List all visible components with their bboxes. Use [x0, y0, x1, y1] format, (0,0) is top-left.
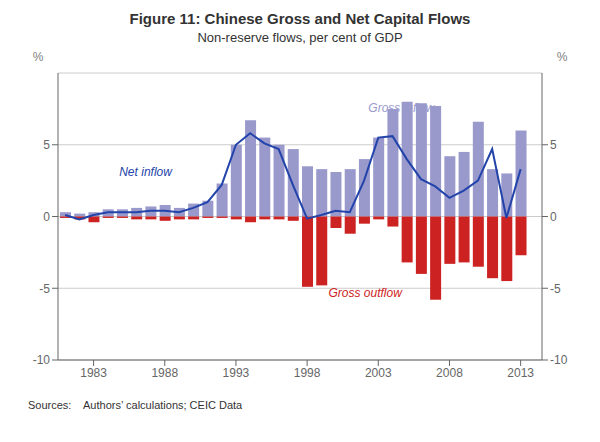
- svg-text:1983: 1983: [80, 366, 107, 380]
- svg-text:0: 0: [550, 210, 557, 224]
- html-text:Non-reserve flows, per cent of: Non-reserve flows, per cent of GDP: [197, 30, 403, 45]
- svg-text:Gross inflow: Gross inflow: [368, 101, 435, 115]
- html-text:Figure 11: Chinese Gross and N: Figure 11: Chinese Gross and Net Capital…: [129, 10, 471, 27]
- svg-text:Gross outflow: Gross outflow: [328, 286, 403, 300]
- svg-text:2003: 2003: [365, 366, 392, 380]
- svg-text:%: %: [33, 50, 44, 64]
- svg-text:0: 0: [43, 210, 50, 224]
- svg-text:1993: 1993: [223, 366, 250, 380]
- svg-text:-10: -10: [33, 353, 51, 367]
- svg-text:5: 5: [43, 138, 50, 152]
- svg-text:2008: 2008: [436, 366, 463, 380]
- svg-text:1998: 1998: [294, 366, 321, 380]
- svg-text:1988: 1988: [151, 366, 178, 380]
- svg-text:Net inflow: Net inflow: [119, 165, 173, 179]
- svg-text:-5: -5: [39, 282, 50, 296]
- svg-text:5: 5: [550, 138, 557, 152]
- svg-text:-5: -5: [550, 282, 561, 296]
- svg-text:-10: -10: [550, 353, 568, 367]
- html-text:Sources: Authors’ calculations: Sources: Authors’ calculations; CEIC Dat…: [28, 399, 243, 411]
- svg-text:%: %: [557, 50, 568, 64]
- svg-text:2013: 2013: [507, 366, 534, 380]
